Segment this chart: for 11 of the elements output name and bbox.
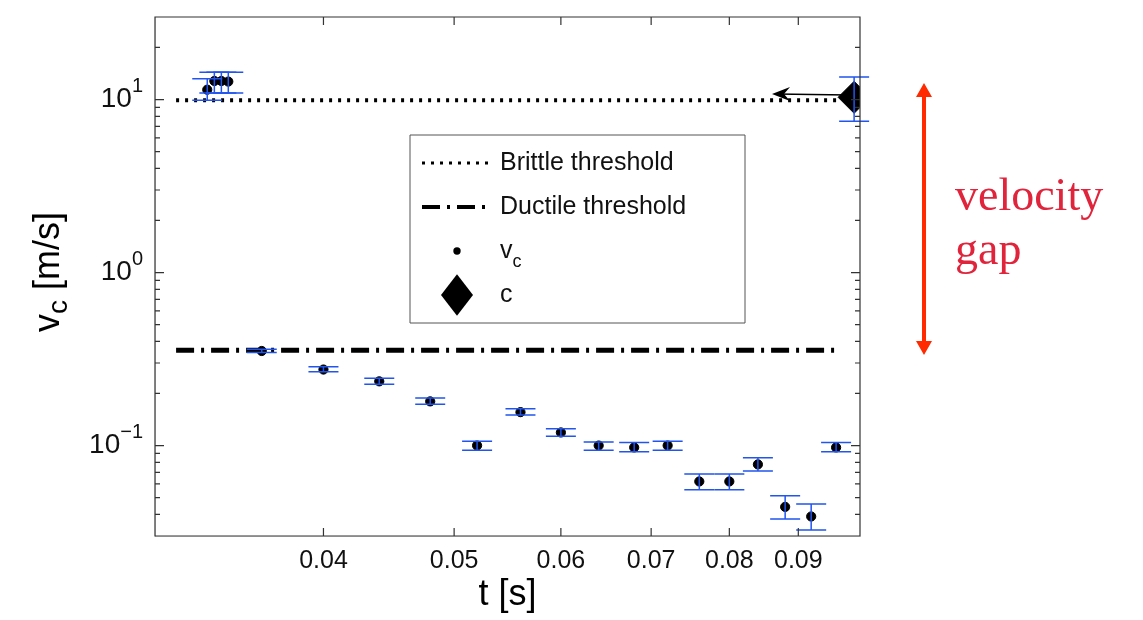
x-tick-label: 0.08 [705,544,754,573]
legend-label: Ductile threshold [500,190,687,219]
legend-label: c [500,278,513,307]
x-tick-label: 0.09 [773,544,823,573]
legend-label: Brittle threshold [500,146,674,175]
x-axis-title: t [s] [477,572,538,614]
x-tick-label: 0.05 [429,544,479,573]
x-tick-label: 0.06 [536,544,586,573]
text: velocity gap [955,168,1104,276]
x-tick-label: 0.04 [299,544,348,573]
x-tick-label: 0.07 [626,544,676,573]
